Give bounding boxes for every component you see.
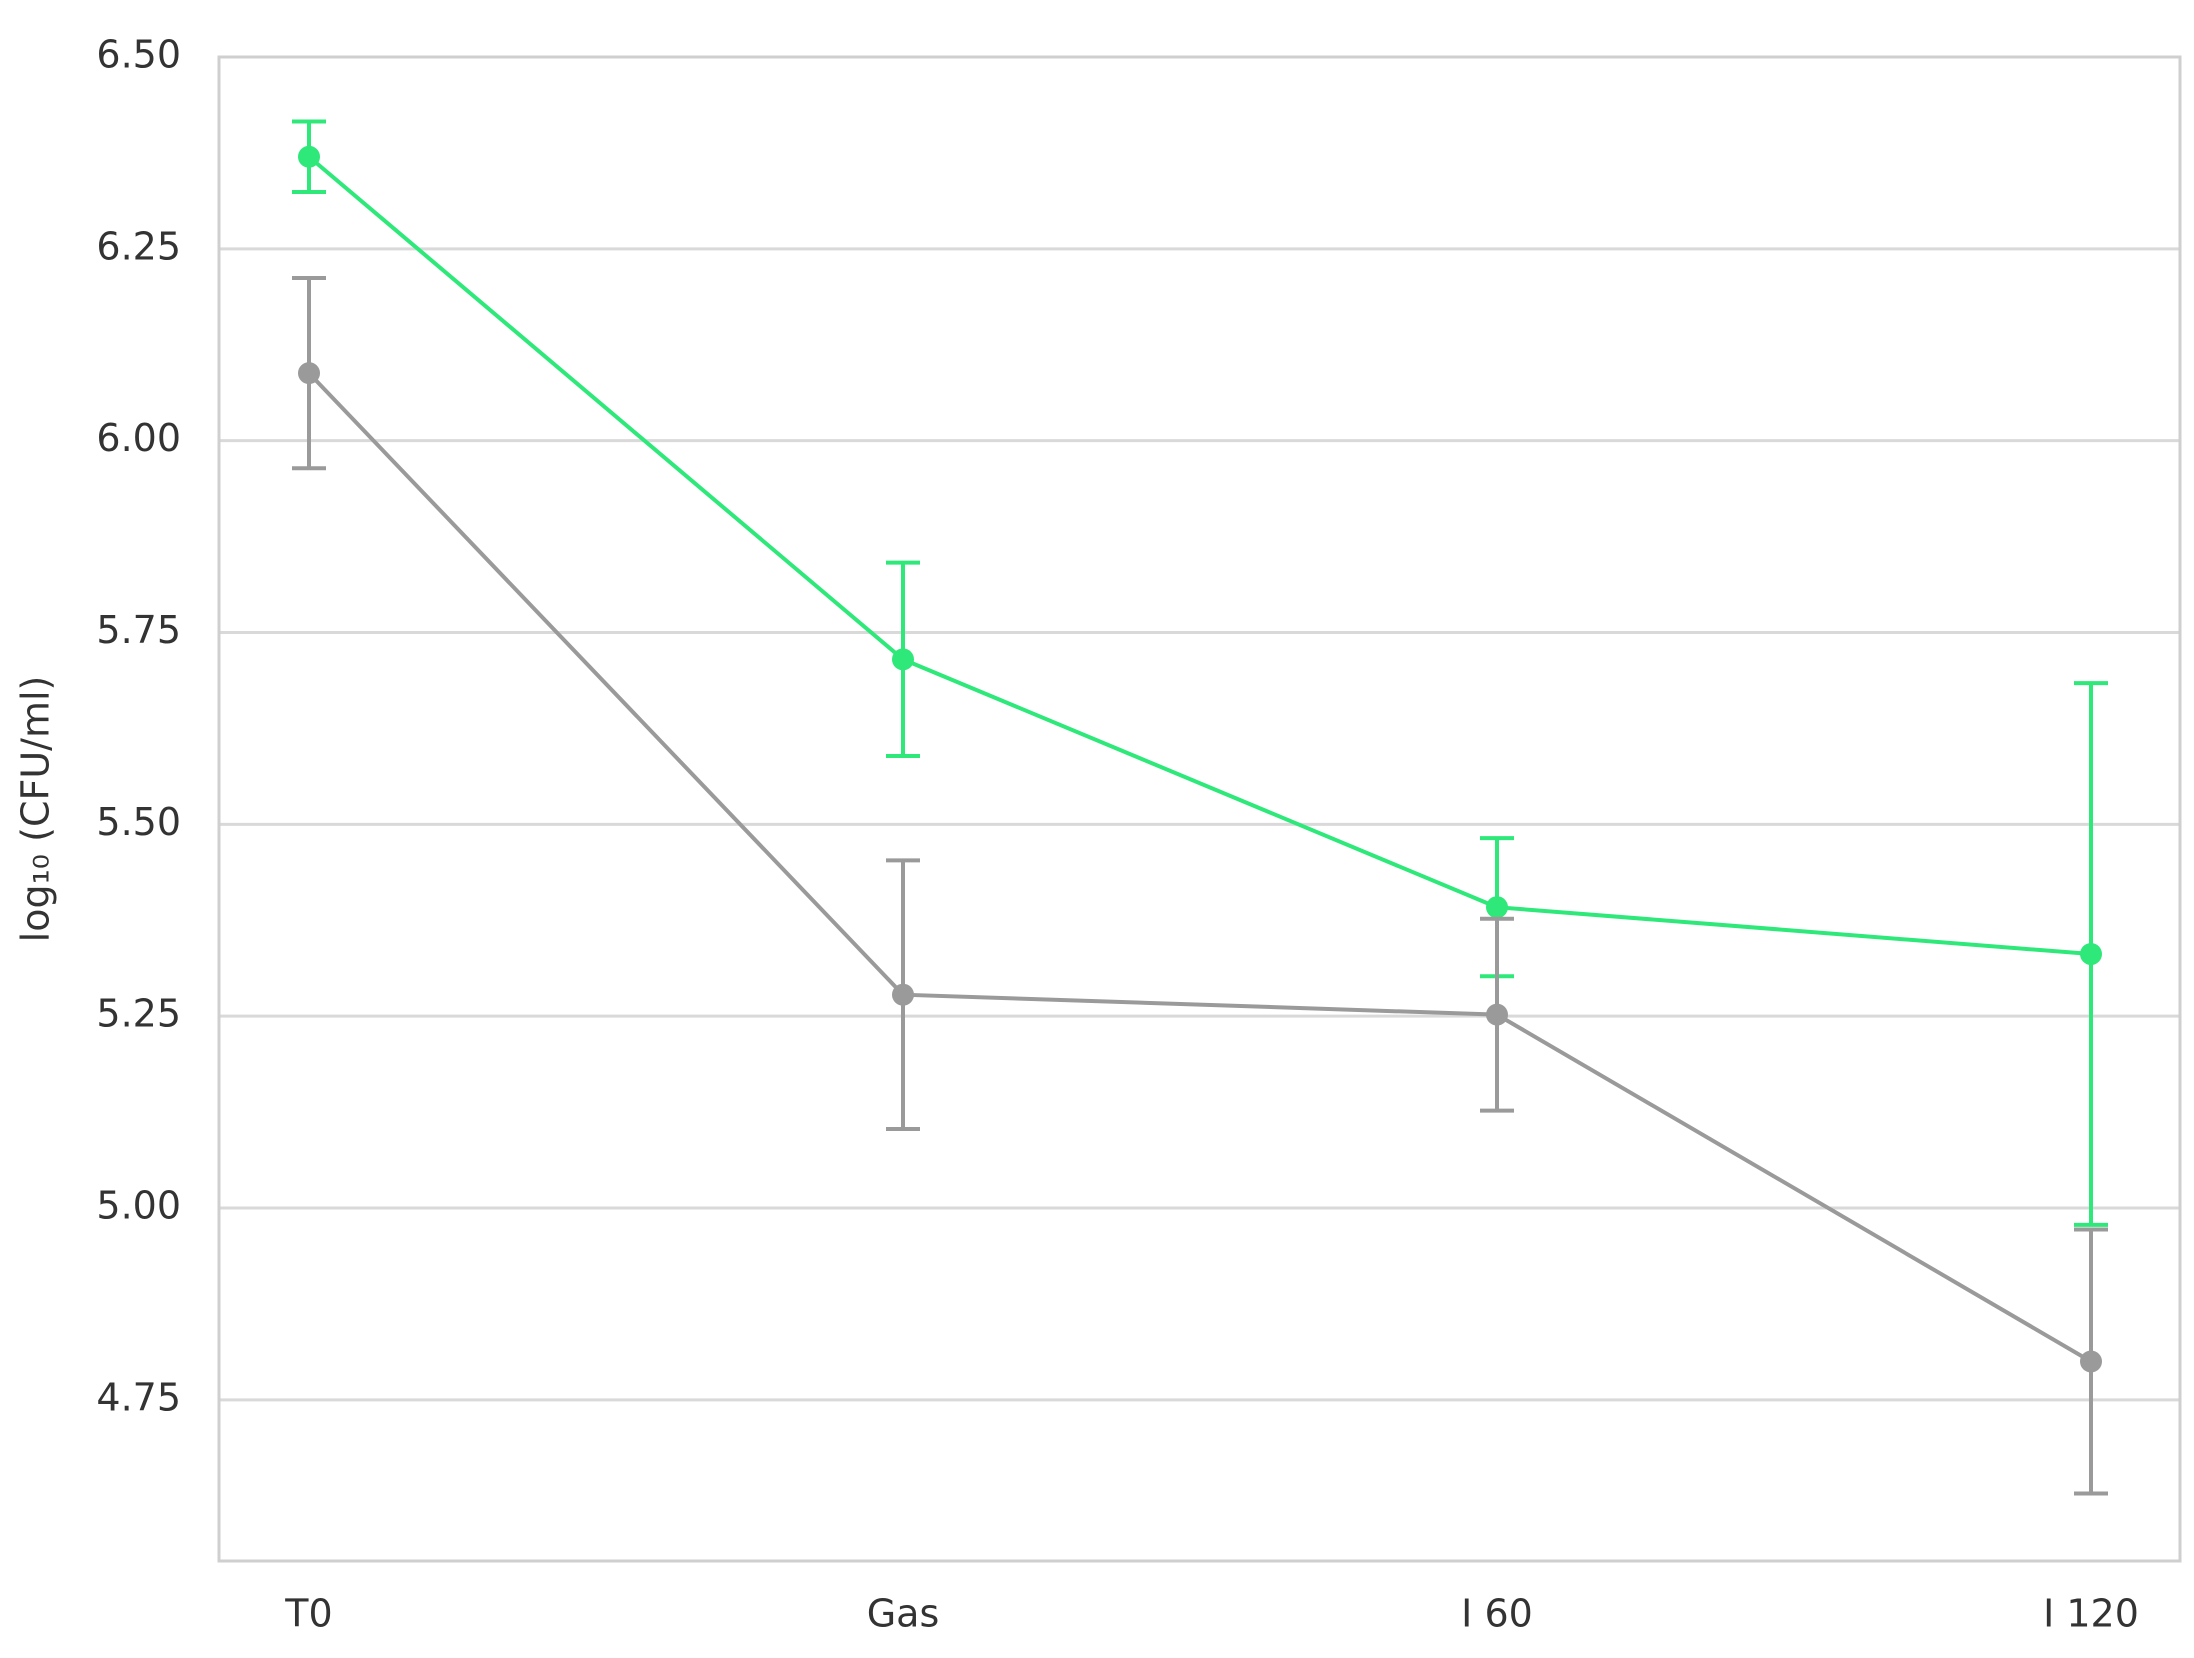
data-point <box>2080 943 2102 966</box>
series-line <box>307 371 2093 1364</box>
series-line <box>307 155 2092 957</box>
x-tick-label: Gas <box>867 1592 940 1636</box>
data-point <box>2080 1350 2102 1373</box>
data-point <box>1486 1003 1508 1026</box>
y-tick-label: 5.75 <box>96 608 181 652</box>
y-tick-label: 5.50 <box>96 800 181 844</box>
x-tick-label: I 60 <box>1461 1592 1533 1636</box>
y-tick-label: 6.50 <box>96 33 181 77</box>
x-tick-label: T0 <box>284 1592 332 1636</box>
data-point <box>298 145 320 168</box>
data-point <box>892 983 914 1006</box>
y-tick-label: 6.00 <box>96 416 181 460</box>
data-point <box>298 362 320 385</box>
y-tick-label: 5.25 <box>96 992 181 1036</box>
data-point <box>1486 896 1508 919</box>
x-tick-label: I 120 <box>2043 1592 2139 1636</box>
y-tick-label: 6.25 <box>96 224 181 268</box>
y-axis-label: log₁₀ (CFU/ml) <box>14 676 58 943</box>
y-tick-label: 5.00 <box>96 1184 181 1228</box>
y-tick-label: 4.75 <box>96 1375 181 1419</box>
plot-frame <box>217 55 2182 1563</box>
data-point <box>892 648 914 671</box>
